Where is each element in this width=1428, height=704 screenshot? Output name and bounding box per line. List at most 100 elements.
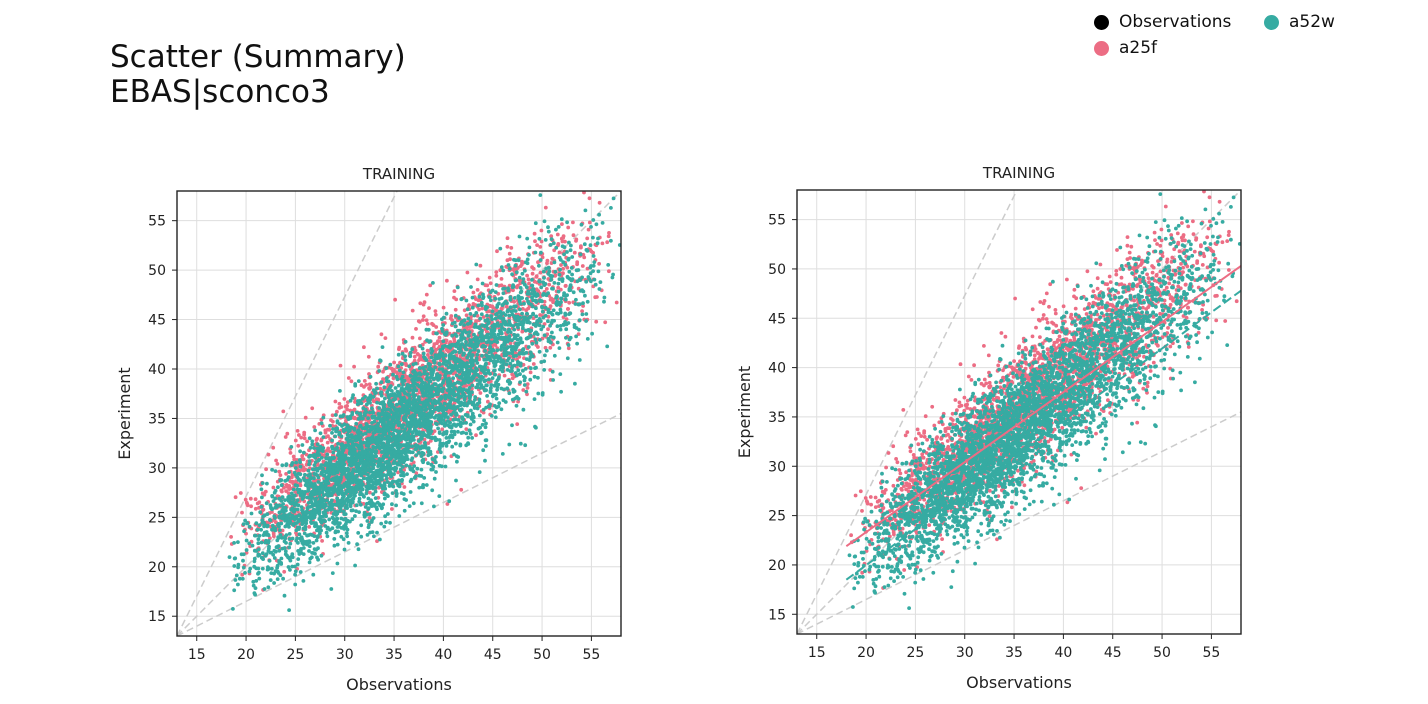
point-a52w	[288, 541, 293, 546]
point-a52w	[492, 339, 497, 343]
point-a52w	[456, 418, 461, 422]
point-a25f	[291, 454, 296, 459]
point-a52w	[489, 383, 494, 387]
point-a52w	[245, 521, 250, 526]
point-a25f	[353, 400, 357, 404]
point-a52w	[511, 283, 515, 288]
point-a25f	[505, 236, 510, 241]
point-a52w	[518, 372, 522, 376]
point-a52w	[564, 327, 569, 332]
point-a52w	[428, 425, 433, 430]
point-a25f	[471, 290, 476, 295]
point-a25f	[485, 283, 490, 288]
point-a25f	[610, 160, 614, 164]
point-a25f	[499, 277, 504, 281]
point-a25f	[343, 404, 348, 409]
point-a52w	[345, 423, 350, 428]
point-a52w	[354, 410, 359, 415]
point-a52w	[350, 499, 355, 504]
point-a25f	[614, 300, 619, 305]
point-a25f	[546, 327, 550, 332]
point-a52w	[503, 319, 507, 324]
point-a52w	[527, 315, 531, 320]
point-a52w	[574, 297, 578, 302]
point-a25f	[548, 304, 553, 308]
point-a25f	[342, 397, 347, 401]
point-a52w	[518, 302, 523, 306]
point-a52w	[380, 345, 385, 349]
point-a52w	[611, 272, 615, 277]
point-a52w	[405, 383, 410, 387]
legend-label-a25f: a25f	[1119, 38, 1158, 58]
point-a52w	[270, 566, 274, 571]
point-a52w	[298, 570, 303, 574]
point-a25f	[392, 360, 396, 365]
point-a52w	[380, 486, 385, 491]
point-a52w	[241, 522, 246, 526]
point-a52w	[308, 446, 313, 450]
point-a52w	[566, 343, 571, 347]
point-a25f	[581, 304, 585, 308]
point-a52w	[371, 410, 375, 415]
point-a52w	[548, 323, 552, 328]
point-a52w	[488, 298, 493, 303]
point-a52w	[417, 450, 421, 455]
point-a25f	[605, 240, 610, 245]
point-a52w	[425, 372, 430, 376]
point-a52w	[541, 324, 546, 329]
point-a52w	[484, 335, 489, 340]
point-a25f	[511, 288, 515, 293]
point-a52w	[507, 391, 512, 396]
point-a52w	[385, 379, 389, 384]
point-a52w	[277, 514, 282, 519]
point-a25f	[574, 239, 578, 243]
point-a25f	[571, 220, 575, 225]
point-a52w	[260, 481, 265, 485]
point-a52w	[484, 421, 488, 426]
point-a52w	[431, 281, 435, 285]
point-a25f	[434, 325, 439, 329]
point-a25f	[243, 497, 248, 502]
point-a52w	[446, 423, 450, 427]
point-a52w	[495, 348, 500, 353]
point-a52w	[521, 368, 525, 373]
point-a52w	[516, 294, 521, 299]
point-a25f	[563, 284, 568, 288]
point-a52w	[259, 505, 264, 509]
point-a52w	[602, 299, 606, 304]
point-a52w	[453, 324, 458, 329]
point-a25f	[410, 335, 415, 340]
point-a52w	[342, 547, 347, 552]
point-a52w	[403, 391, 408, 396]
point-a52w	[382, 385, 387, 390]
point-a52w	[283, 549, 288, 554]
point-a52w	[400, 465, 405, 469]
point-a52w	[290, 536, 295, 541]
point-a52w	[513, 258, 518, 263]
point-a52w	[536, 375, 540, 380]
point-a25f	[525, 273, 529, 278]
point-a52w	[505, 368, 510, 372]
point-a52w	[518, 441, 523, 446]
point-a25f	[535, 243, 539, 248]
scatter-panel-1: 15 20 25 30 35 40 45 50 55152025303540455055TRAI…	[115, 160, 622, 694]
point-a52w	[542, 333, 547, 338]
point-a52w	[436, 426, 440, 431]
point-a52w	[434, 414, 439, 418]
point-a25f	[539, 228, 544, 233]
point-a52w	[464, 421, 468, 425]
point-a25f	[283, 435, 288, 439]
point-a25f	[586, 227, 591, 232]
point-a52w	[556, 311, 561, 316]
point-a52w	[383, 396, 387, 401]
point-a52w	[293, 572, 297, 577]
point-a52w	[497, 310, 502, 314]
point-a52w	[433, 365, 438, 370]
point-a52w	[514, 278, 519, 283]
point-a52w	[543, 353, 547, 358]
point-a52w	[377, 433, 382, 438]
point-a25f	[606, 234, 611, 239]
point-a52w	[277, 548, 282, 553]
point-a52w	[591, 263, 596, 268]
point-a52w	[302, 531, 307, 536]
